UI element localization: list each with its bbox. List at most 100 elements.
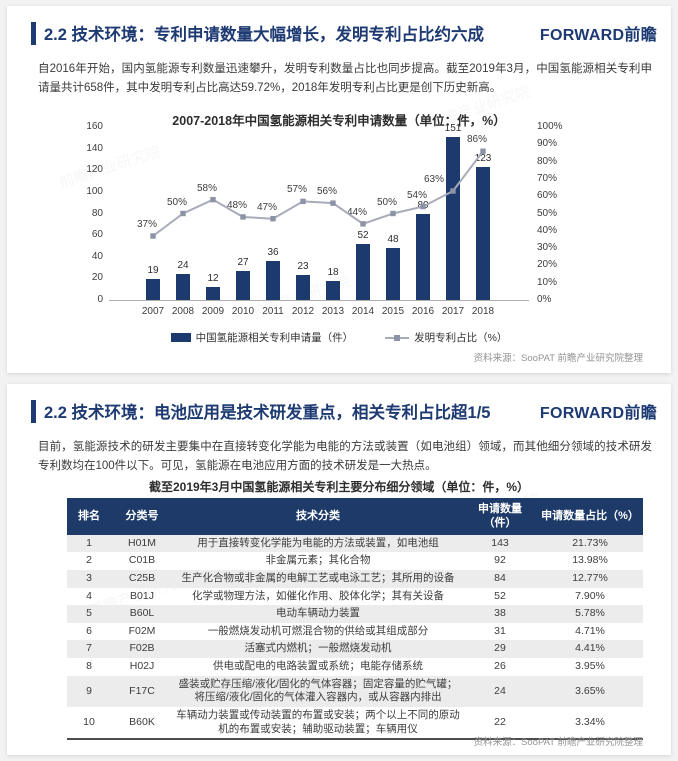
table-header-cell: 分类号 <box>125 510 159 523</box>
table-cell: 52 <box>494 589 506 602</box>
bar-value-label: 123 <box>474 153 492 164</box>
bar-2012 <box>296 275 310 300</box>
bar-2014 <box>356 243 370 300</box>
table-cell: 8 <box>86 660 92 673</box>
table-row: 5 B60L 电动车辆动力装置 38 5.78% <box>67 605 643 623</box>
patent-distribution-table: 排名 分类号 技术分类 申请数量 （件） 申请数量占比（%） 1 H01M 用于直接转变化学… <box>67 498 643 741</box>
line-value-label: 37% <box>136 218 157 230</box>
x-axis-label: 2008 <box>171 306 195 317</box>
table-row: 1 H01M 用于直接转变化学能为电能的方法或装置，如电池组 143 21.73% <box>67 534 643 553</box>
table-header-cell: 申请数量占比（%） <box>541 510 639 523</box>
bar-value-label: 151 <box>444 122 462 134</box>
table-cell: 13.98% <box>572 554 608 567</box>
table-cell: 一般燃烧发动机可燃混合物的供给或其组成部分 <box>207 624 429 637</box>
table-cell: 7.90% <box>575 589 605 602</box>
table-body: 1 H01M 用于直接转变化学能为电能的方法或装置，如电池组 143 21.73% 2 C0… <box>67 534 643 740</box>
patent-distribution-slide: 前瞻产业研究院 前瞻产业研究院 2.2 技术环境：电池应用是技术研发重点，相关专… <box>7 384 671 755</box>
table-cell: F02M <box>128 624 156 637</box>
legend-label: 中国氢能源相关专利申请量（件） <box>195 332 354 344</box>
y-axis-tick: 60 <box>91 229 103 241</box>
x-axis-label: 2014 <box>351 306 375 317</box>
y-axis-tick: 0 <box>97 294 103 305</box>
y-axis-tick: 120 <box>86 164 103 176</box>
table-cell: 21.73% <box>572 536 608 549</box>
table-row: 7 F02B 活塞式内燃机；一般燃烧发动机 29 4.41% <box>67 640 643 659</box>
line-marker <box>240 214 246 220</box>
y-axis-tick: 100 <box>86 185 103 197</box>
secondary-axis-tick: 60% <box>537 190 558 202</box>
line-value-label: 47% <box>256 201 277 213</box>
table-row: 6 F02M 一般燃烧发动机可燃混合物的供给或其组成部分 31 4.71% <box>67 623 643 641</box>
table-cell: H01M <box>127 536 156 549</box>
table-cell: 7 <box>86 642 92 655</box>
table-cell: 4.71% <box>575 624 605 637</box>
forward-logo: FORWARD前瞻 <box>539 27 657 44</box>
section1-paragraph: 自2016年开始，国内氢能源专利数量迅速攀升，发明专利数量占比也同步提高。截至2… <box>38 63 652 94</box>
line-swatch-icon <box>385 334 410 341</box>
line-marker <box>390 210 396 217</box>
line-value-label: 63% <box>423 174 444 185</box>
table-row: 4 B01J 化学或物理方法，如催化作用、胶体化学；其有关设备 52 7.90% <box>67 588 643 606</box>
line-marker <box>330 200 336 206</box>
bar-swatch-icon <box>170 333 191 342</box>
x-axis-label: 2009 <box>201 306 225 317</box>
table-cell: F02B <box>129 642 155 655</box>
table-cell: 供电或配电的电路装置或系统；电能存储系统 <box>213 660 423 673</box>
table-cell: 活塞式内燃机；一般燃烧发动机 <box>244 642 392 655</box>
x-axis-label: 2015 <box>381 306 405 317</box>
line-marker <box>360 221 366 227</box>
table-row: 3 C25B 生产化合物或非金属的电解工艺或电泳工艺；其所用的设备 84 12.77% <box>67 569 643 588</box>
table-cell: 12.77% <box>572 571 608 584</box>
line-value-label: 56% <box>316 186 337 198</box>
line-value-label: 58% <box>196 182 217 194</box>
bar-2013 <box>326 280 340 300</box>
section1-header: 2.2 技术环境：专利申请数量大幅增长，发明专利占比约六成 FORWARD前瞻 <box>31 20 657 46</box>
bar-2009 <box>206 287 220 300</box>
table-row: 8 H02J 供电或配电的电路装置或系统；电能存储系统 26 3.95% <box>67 658 643 676</box>
table-cell: 2 <box>86 554 92 567</box>
table-cell: C01B <box>128 554 156 567</box>
secondary-axis-tick: 20% <box>537 259 558 271</box>
x-axis-label: 2007 <box>141 306 165 317</box>
x-axis-label: 2012 <box>291 306 315 317</box>
bar-value-label: 27 <box>237 256 249 268</box>
table-row: 9 F17C 盛装或贮存压缩/液化/固化的气体容器；固定容量的贮气罐；将压缩/液化/… <box>67 675 643 707</box>
table-cell: 3.95% <box>575 660 605 673</box>
title-accent-bar <box>31 21 36 45</box>
secondary-axis-tick: 50% <box>537 207 558 219</box>
bar-2011 <box>266 261 280 300</box>
section2-header: 2.2 技术环境：电池应用是技术研发重点，相关专利占比超1/5 FORWARD前… <box>31 398 657 424</box>
y-axis-tick: 140 <box>86 142 103 154</box>
table-title: 截至2019年3月中国氢能源相关专利主要分布细分领域（单位：件，%） <box>148 480 530 494</box>
table-row: 10 B60K 车辆动力装置或传动装置的布置或安装；两个以上不同的原动机的布置或安装… <box>67 707 643 739</box>
secondary-axis-tick: 10% <box>537 276 558 288</box>
line-marker <box>150 233 156 239</box>
table-cell: 29 <box>494 642 506 655</box>
table-cell: 26 <box>494 660 506 673</box>
x-axis-label: 2011 <box>262 306 284 317</box>
y-axis-tick: 160 <box>86 121 103 132</box>
legend-label: 发明专利占比（%） <box>414 332 508 344</box>
bar-2016 <box>416 213 430 300</box>
patent-chart: 2007-2018年中国氢能源相关专利申请数量（单位：件，%） 0 20 40 60 8… <box>7 104 671 372</box>
table-header-cell: 申请数量 （件） <box>478 503 522 530</box>
secondary-axis-tick: 80% <box>537 155 558 167</box>
y-axis-tick: 40 <box>91 250 103 262</box>
table-cell: 盛装或贮存压缩/液化/固化的气体容器；固定容量的贮气罐；将压缩/液化/固化的气体… <box>178 677 458 704</box>
patent-growth-slide: 前瞻产业研究院 前瞻产业研究院 前瞻产业研究院 2.2 技术环境：专利申请数量大… <box>7 6 671 373</box>
line-value-label: 86% <box>466 134 487 146</box>
table-cell: B60K <box>129 715 155 728</box>
line-marker <box>210 196 216 203</box>
table-cell: 10 <box>83 715 95 728</box>
line-value-label: 54% <box>406 189 427 201</box>
table-header-row: 排名 分类号 技术分类 申请数量 （件） 申请数量占比（%） <box>67 498 643 535</box>
bar-value-label: 36 <box>267 247 279 259</box>
table-cell: 92 <box>494 554 506 567</box>
table-cell: 生产化合物或非金属的电解工艺或电泳工艺；其所用的设备 <box>181 571 455 584</box>
line-value-label: 50% <box>166 196 187 208</box>
x-axis-label: 2016 <box>411 306 435 317</box>
table-cell: B60L <box>129 607 155 620</box>
table-cell: H02J <box>129 660 155 673</box>
section2-paragraph: 目前，氢能源技术的研发主要集中在直接转变化学能为电能的方法或装置（如电池组）领域… <box>38 441 652 472</box>
table-cell: B01J <box>130 589 154 602</box>
